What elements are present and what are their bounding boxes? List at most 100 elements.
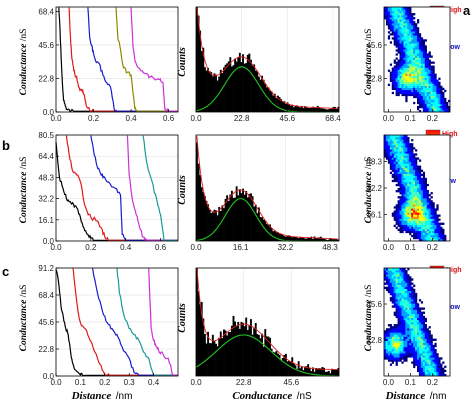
- c-map-cell: [401, 290, 404, 294]
- a-map-cell: [401, 61, 404, 64]
- a-map-cell: [442, 91, 445, 95]
- c-map-cell: [391, 278, 394, 281]
- b-map-cell: [413, 190, 416, 193]
- b-map-cell: [405, 149, 408, 152]
- a-map-cell: [399, 91, 402, 95]
- c-hist-bar: [224, 330, 227, 376]
- c-map-cell: [391, 305, 394, 308]
- c-map-cell: [391, 268, 394, 271]
- b-map-cell: [399, 228, 402, 232]
- c-map-cell: [409, 305, 412, 308]
- c-map-cell: [415, 328, 418, 331]
- a-map-cell: [401, 63, 404, 66]
- c-map-cell: [387, 336, 391, 339]
- c-map-cell: [409, 342, 412, 346]
- c-hist-bar: [196, 268, 198, 376]
- c-map-cell: [409, 282, 412, 285]
- a-map-cell: [422, 109, 426, 113]
- b-map-cell: [413, 198, 416, 201]
- c-map-cell: [428, 342, 431, 346]
- a-traces-ytick-label: 0.0: [43, 108, 55, 117]
- a-map-cell: [387, 9, 391, 12]
- a-map-xtick-label: 0.0: [383, 114, 395, 123]
- a-hist-bar: [331, 108, 333, 112]
- b-map-cell: [415, 214, 418, 217]
- a-map-cell: [405, 73, 408, 76]
- b-map-cell: [405, 204, 408, 207]
- c-map-cell: [405, 324, 408, 327]
- a-map-cell: [405, 43, 408, 46]
- a-map-cell: [418, 93, 422, 97]
- a-map-cell: [399, 13, 402, 16]
- c-map-cell: [395, 311, 398, 314]
- b-map-cell: [438, 214, 441, 217]
- b-map-cell: [409, 224, 412, 227]
- a-map-cell: [395, 33, 398, 36]
- a-map-cell: [387, 83, 391, 86]
- c-map-cell: [415, 353, 418, 356]
- a-map-cell: [428, 65, 431, 68]
- b-map-cell: [422, 179, 426, 183]
- c-map-cell: [415, 344, 418, 348]
- b-map-cell: [407, 161, 410, 164]
- c-map-cell: [432, 349, 435, 352]
- b-map-cell: [393, 161, 396, 164]
- a-map-cell: [420, 61, 424, 64]
- b-map-cell: [428, 208, 431, 211]
- b-map-cell: [417, 181, 420, 185]
- a-map-cell: [415, 83, 418, 86]
- b-map-cell: [409, 232, 412, 236]
- c-map-cell: [417, 355, 420, 358]
- a-hist-bar: [313, 107, 316, 112]
- c-map-cell: [397, 284, 400, 287]
- b-map-cell: [399, 181, 402, 185]
- b-map-cell: [415, 204, 418, 207]
- a-map-cell: [422, 79, 426, 82]
- a-map-cell: [420, 45, 424, 48]
- b-map-cell: [407, 145, 410, 148]
- a-map-cell: [438, 101, 441, 105]
- a-map-cell: [417, 45, 420, 48]
- b-map-cell: [420, 214, 424, 217]
- b-map-cell: [411, 149, 414, 152]
- a-map-cell: [397, 83, 400, 86]
- c-map-cell: [397, 274, 400, 277]
- a-map-cell: [395, 27, 398, 30]
- b-hist-bar: [315, 237, 318, 241]
- c-map-cell: [401, 278, 404, 281]
- a-hist-bar: [196, 7, 198, 112]
- b-map-cell: [393, 167, 396, 170]
- a-map-cell: [418, 51, 422, 54]
- a-map-cell: [397, 37, 400, 40]
- b-map-cell: [426, 202, 429, 205]
- a-map-cell: [391, 91, 394, 95]
- c-map-cell: [407, 332, 410, 335]
- c-map-cell: [428, 338, 431, 341]
- a-map-cell: [401, 49, 404, 52]
- b-hist-bar: [277, 232, 279, 241]
- b-map-cell: [395, 183, 398, 187]
- c-map-cell: [434, 353, 437, 356]
- b-map-cell: [409, 200, 412, 203]
- a-map-cell: [411, 69, 414, 72]
- b-map-cell: [432, 232, 435, 236]
- c-map-cell: [407, 338, 410, 341]
- b-map-cell: [407, 181, 410, 185]
- b-map-cell: [384, 151, 387, 154]
- c-map-cell: [403, 338, 406, 341]
- a-map-cell: [403, 33, 406, 36]
- b-map-cell: [405, 224, 408, 227]
- b-map-cell: [415, 210, 418, 213]
- a-map-cell: [413, 51, 416, 54]
- b-map-cell: [426, 183, 429, 187]
- a-hist-bar: [243, 63, 246, 112]
- b-hist-bar: [227, 200, 230, 241]
- a-map-cell: [401, 55, 404, 58]
- b-map-cell: [399, 155, 402, 158]
- a-map-cell: [413, 95, 416, 99]
- a-map-cell: [428, 79, 431, 82]
- c-map-cell: [397, 338, 400, 341]
- a-map-cell: [432, 81, 435, 84]
- c-map-cell: [387, 330, 391, 333]
- c-map-cell: [405, 338, 408, 341]
